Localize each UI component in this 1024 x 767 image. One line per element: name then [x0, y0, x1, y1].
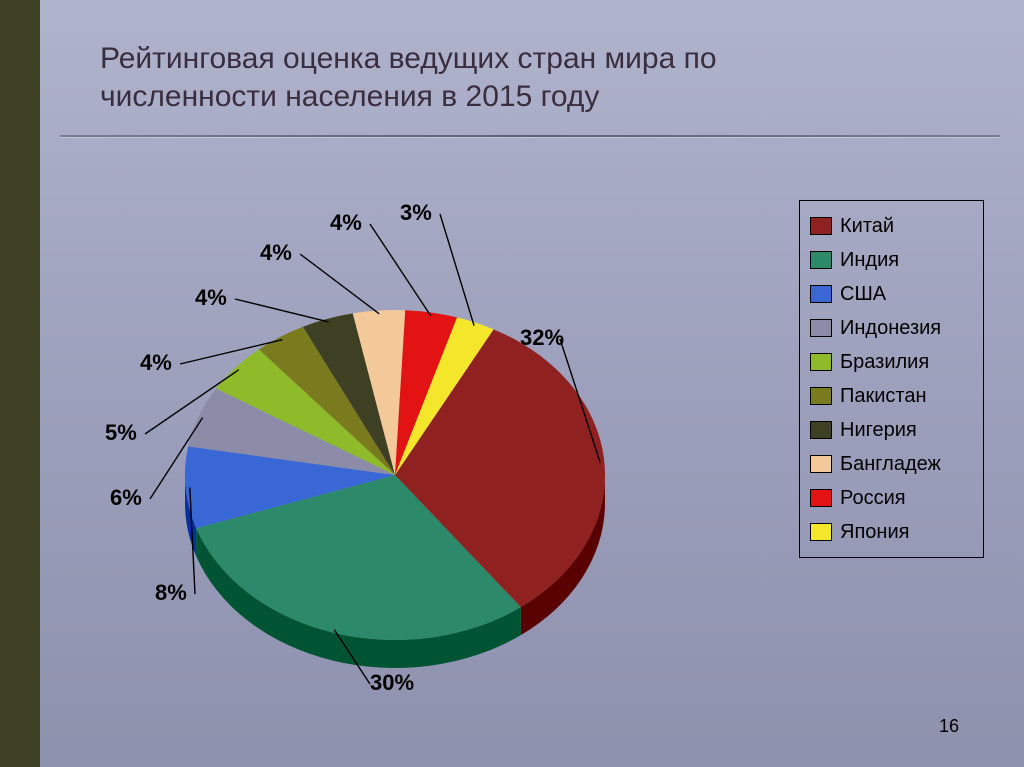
legend-item: Бангладеж [810, 447, 975, 481]
legend-label: США [840, 283, 886, 306]
legend-item: Россия [810, 481, 975, 515]
legend-swatch [810, 353, 832, 371]
pie-slice-label: 6% [110, 485, 142, 511]
legend-item: США [810, 277, 975, 311]
slide-title: Рейтинговая оценка ведущих стран мира по… [100, 40, 880, 117]
legend-swatch [810, 319, 832, 337]
legend-label: Япония [840, 521, 909, 544]
legend-label: Бразилия [840, 351, 929, 374]
legend-swatch [810, 251, 832, 269]
legend-item: Нигерия [810, 413, 975, 447]
legend-label: Индонезия [840, 317, 941, 340]
pie-chart: 32% 30% 8% 6% 5% 4% 4% 4% 4% 3% [90, 195, 700, 695]
legend-swatch [810, 523, 832, 541]
legend-swatch [810, 387, 832, 405]
legend-label: Нигерия [840, 419, 917, 442]
pie-slice-label: 32% [520, 325, 564, 351]
pie-chart-svg [90, 195, 700, 715]
legend-label: Бангладеж [840, 453, 941, 476]
legend-item: Китай [810, 209, 975, 243]
slide: Рейтинговая оценка ведущих стран мира по… [0, 0, 1024, 767]
pie-slice-label: 4% [330, 210, 362, 236]
pie-slice-label: 30% [370, 670, 414, 696]
legend-swatch [810, 421, 832, 439]
legend-item: Индия [810, 243, 975, 277]
legend-label: Россия [840, 487, 906, 510]
legend-item: Бразилия [810, 345, 975, 379]
legend-label: Пакистан [840, 385, 927, 408]
pie-slice-label: 3% [400, 200, 432, 226]
legend-label: Китай [840, 215, 894, 238]
legend-swatch [810, 489, 832, 507]
pie-slice-label: 4% [260, 240, 292, 266]
slide-accent-bar [0, 0, 40, 767]
legend-label: Индия [840, 249, 899, 272]
chart-legend: Китай Индия США Индонезия Бразилия Пакистан Ни… [799, 200, 984, 558]
legend-swatch [810, 285, 832, 303]
pie-slice-label: 4% [140, 350, 172, 376]
legend-item: Индонезия [810, 311, 975, 345]
title-underline [60, 135, 1000, 137]
pie-slice-label: 8% [155, 580, 187, 606]
legend-item: Япония [810, 515, 975, 549]
slide-number: 16 [939, 716, 959, 737]
legend-swatch [810, 455, 832, 473]
pie-slice-label: 4% [195, 285, 227, 311]
pie-slice-label: 5% [105, 420, 137, 446]
legend-swatch [810, 217, 832, 235]
legend-item: Пакистан [810, 379, 975, 413]
